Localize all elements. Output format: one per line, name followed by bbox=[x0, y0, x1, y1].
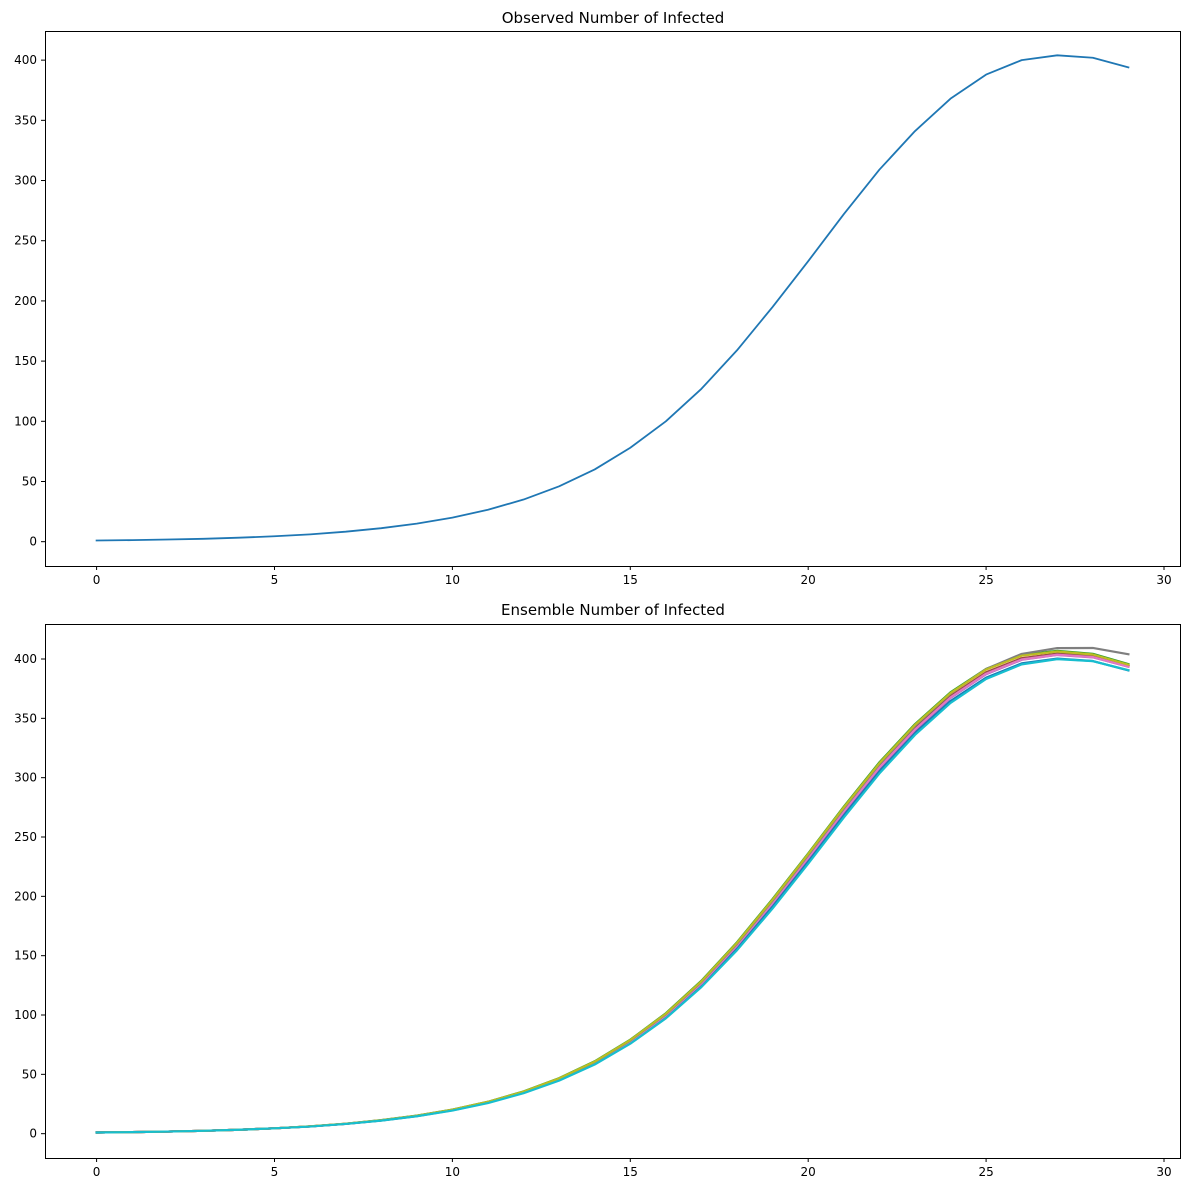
y-tick-label: 300 bbox=[14, 174, 37, 188]
axes-frame bbox=[45, 31, 1181, 567]
y-tick-label: 350 bbox=[14, 711, 37, 725]
x-tick-label: 25 bbox=[978, 573, 993, 587]
y-tick-label: 350 bbox=[14, 113, 37, 127]
series-line-9 bbox=[95, 658, 1130, 1134]
plot-lines bbox=[95, 54, 1130, 542]
y-tick-label: 400 bbox=[14, 53, 37, 67]
y-tick-label: 250 bbox=[14, 234, 37, 248]
x-tick-label: 20 bbox=[801, 573, 816, 587]
x-tick-label: 25 bbox=[978, 1165, 993, 1179]
y-tick-label: 50 bbox=[22, 1067, 37, 1081]
y-tick-label: 250 bbox=[14, 830, 37, 844]
y-tick-label: 150 bbox=[14, 949, 37, 963]
x-tick-label: 5 bbox=[271, 1165, 279, 1179]
y-tick-label: 150 bbox=[14, 354, 37, 368]
x-tick-label: 15 bbox=[623, 573, 638, 587]
y-tick-label: 0 bbox=[29, 535, 37, 549]
y-tick-label: 400 bbox=[14, 652, 37, 666]
y-tick-label: 100 bbox=[14, 1008, 37, 1022]
x-tick-label: 5 bbox=[271, 573, 279, 587]
chart-title: Ensemble Number of Infected bbox=[501, 601, 725, 619]
chart-title: Observed Number of Infected bbox=[502, 9, 725, 27]
axes-frame bbox=[45, 624, 1181, 1159]
ensemble-infected-subplot: Ensemble Number of Infected 0 5 10 15 20 25 30… bbox=[14, 601, 1181, 1179]
y-tick-label: 50 bbox=[22, 474, 37, 488]
x-tick-label: 30 bbox=[1156, 573, 1171, 587]
x-tick-label: 20 bbox=[801, 1165, 816, 1179]
y-tick-label: 0 bbox=[29, 1127, 37, 1141]
plot-lines bbox=[95, 646, 1130, 1134]
x-tick-label: 0 bbox=[93, 573, 101, 587]
observed-infected-subplot: Observed Number of Infected 0 5 10 15 20 25 30… bbox=[14, 9, 1181, 587]
x-tick-label: 10 bbox=[445, 573, 460, 587]
y-tick-label: 200 bbox=[14, 294, 37, 308]
x-tick-label: 10 bbox=[445, 1165, 460, 1179]
y-tick-label: 200 bbox=[14, 889, 37, 903]
y-tick-label: 100 bbox=[14, 414, 37, 428]
x-tick-label: 30 bbox=[1156, 1165, 1171, 1179]
x-tick-label: 0 bbox=[93, 1165, 101, 1179]
series-line-0 bbox=[95, 54, 1130, 542]
x-tick-label: 15 bbox=[623, 1165, 638, 1179]
y-tick-label: 300 bbox=[14, 771, 37, 785]
